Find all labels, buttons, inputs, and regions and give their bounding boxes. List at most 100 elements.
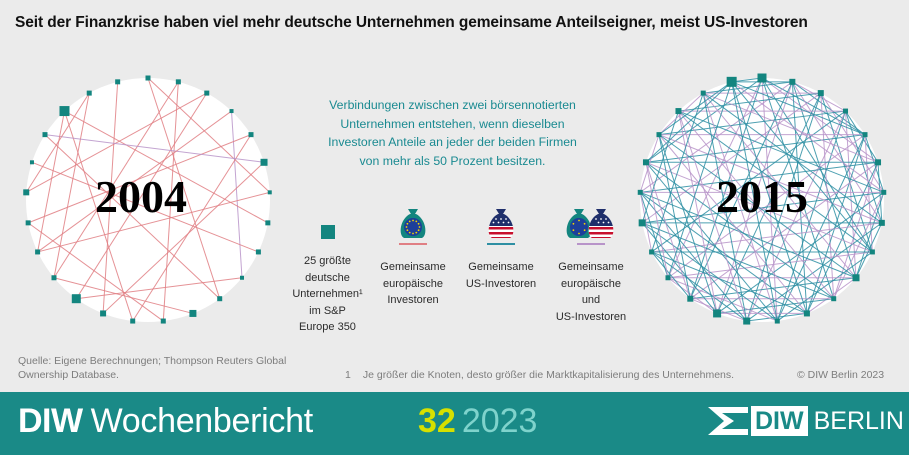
brand-diw: DIW xyxy=(18,402,83,440)
eu-money-bag-icon xyxy=(400,209,426,238)
network-link xyxy=(731,81,885,193)
company-node xyxy=(204,90,210,96)
network-link xyxy=(645,161,778,322)
network-link xyxy=(53,81,179,279)
legend-both-investors: Gemeinsame europäische und US-Investoren xyxy=(545,205,637,325)
explanation-line: Unternehmen entstehen, wenn dieselben xyxy=(340,116,565,131)
company-node xyxy=(649,249,655,255)
company-node xyxy=(115,79,121,85)
footnote-text: Je größer die Knoten, desto größer die M… xyxy=(362,369,735,381)
company-node xyxy=(862,132,868,138)
company-node xyxy=(852,274,860,282)
legend-label: 25 größte xyxy=(303,255,352,267)
legend-label: und xyxy=(581,294,601,306)
network-link xyxy=(102,161,265,314)
company-node xyxy=(229,109,234,114)
company-node xyxy=(726,76,737,87)
company-node xyxy=(189,309,197,317)
network-link xyxy=(864,134,885,193)
network-link xyxy=(717,298,834,314)
company-node xyxy=(774,318,780,324)
network-link xyxy=(716,81,793,314)
us-money-bag-icon xyxy=(488,209,514,238)
network-link xyxy=(639,191,808,314)
company-node xyxy=(175,79,181,85)
company-node xyxy=(240,275,245,280)
company-node xyxy=(29,160,34,165)
legend-label: Gemeinsame xyxy=(468,261,534,273)
company-node xyxy=(869,249,875,255)
issue-number: 32 2023 xyxy=(418,402,537,441)
company-node xyxy=(51,275,57,281)
explanation-line: Verbindungen zwischen zwei börsennotiert… xyxy=(329,98,576,112)
legend-label: europäische xyxy=(383,277,443,290)
company-node xyxy=(86,90,92,96)
network-link xyxy=(53,92,90,278)
legend-label: Gemeinsame xyxy=(380,261,446,273)
network-link xyxy=(716,92,822,314)
network-link xyxy=(658,134,883,224)
network-link xyxy=(147,77,221,299)
network-disc xyxy=(26,78,270,322)
network-link xyxy=(833,192,885,299)
network-2015 xyxy=(620,0,909,360)
network-link xyxy=(667,277,718,314)
company-node xyxy=(656,132,662,138)
network-link xyxy=(27,222,164,322)
company-node xyxy=(831,296,837,302)
company-node xyxy=(687,295,694,302)
company-node xyxy=(878,219,885,226)
network-link xyxy=(791,81,857,278)
network-link xyxy=(639,192,669,278)
network-link xyxy=(667,81,733,278)
network-link xyxy=(75,92,208,299)
company-node xyxy=(130,318,136,324)
network-link xyxy=(776,251,873,322)
network-link xyxy=(658,134,808,314)
footer-bar: DIW Wochenbericht 32 2023 DIW BERLIN xyxy=(0,392,909,455)
company-node xyxy=(35,249,41,255)
network-link xyxy=(792,81,866,136)
network-link xyxy=(645,81,733,163)
network-link xyxy=(731,81,866,136)
legend-label: im S&P xyxy=(309,304,346,317)
diw-berlin-logo: DIW BERLIN xyxy=(708,405,904,437)
source-line: Quelle: Eigene Berechnungen; Thompson Re… xyxy=(18,355,287,367)
company-node xyxy=(23,189,30,196)
network-link xyxy=(102,81,119,314)
network-link xyxy=(677,110,718,314)
legend-eu-investors: Gemeinsame europäische Investoren xyxy=(368,205,458,309)
legend-label: Gemeinsame xyxy=(558,261,624,273)
company-node xyxy=(71,294,81,304)
company-node xyxy=(757,73,767,83)
network-link xyxy=(640,191,857,279)
company-node xyxy=(638,219,646,227)
footnote-number: 1 xyxy=(345,369,351,381)
network-link xyxy=(64,110,134,322)
network-link xyxy=(667,134,866,279)
network-link xyxy=(855,192,885,278)
company-node xyxy=(145,75,151,81)
network-link xyxy=(641,222,778,322)
network-link xyxy=(702,92,857,279)
network-link xyxy=(651,92,704,253)
footnote: 1 Je größer die Knoten, desto größer die … xyxy=(345,369,734,381)
company-node xyxy=(637,189,643,195)
company-node xyxy=(700,90,706,96)
legend-label: deutsche xyxy=(305,271,350,284)
company-node xyxy=(100,310,107,317)
network-link xyxy=(645,162,691,299)
explanation-text: Verbindungen zwischen zwei börsennotiert… xyxy=(300,96,605,170)
network-link xyxy=(645,77,763,163)
company-node xyxy=(817,90,824,97)
network-link xyxy=(639,192,653,253)
network-link xyxy=(25,92,90,193)
logo-diw-text: DIW xyxy=(751,406,808,436)
eu-us-money-bags-icon xyxy=(566,209,614,238)
network-link xyxy=(731,77,763,83)
explanation-line: Investoren Anteile an jeder der beiden F… xyxy=(328,135,577,149)
company-node xyxy=(665,275,671,281)
network-link xyxy=(645,162,669,278)
network-link xyxy=(690,277,857,300)
legend-label: europäische xyxy=(561,277,621,290)
